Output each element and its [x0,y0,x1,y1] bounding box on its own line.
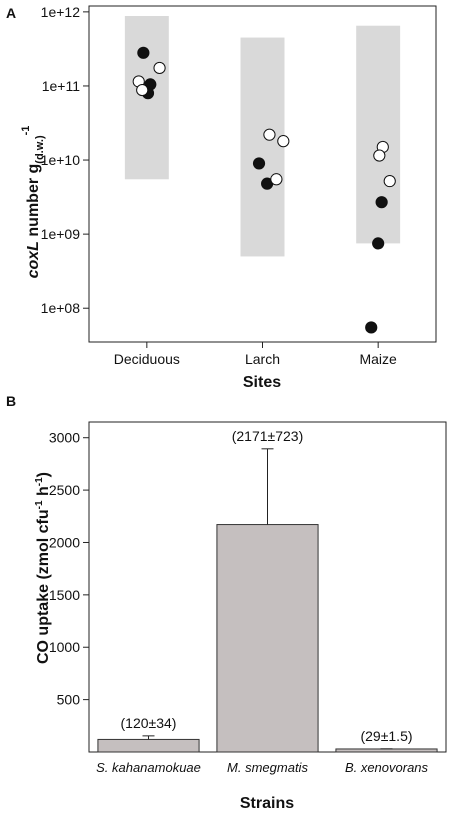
filled-point-maize-5 [375,196,388,209]
x-tick-label-s-kahanamokuae: S. kahanamokuae [96,760,201,775]
y-tick-label: 500 [57,692,81,708]
y-tick-label: 1500 [49,587,80,603]
range-box-maize [356,25,401,244]
panel-a-x-axis-label: Sites [243,374,281,391]
x-tick-label-b-xenovorans: B. xenovorans [345,760,429,775]
y-tick-label: 1e+12 [41,4,81,20]
panel-a-y-ticks: 1e+08 1e+09 1e+10 1e+11 1e+12 [41,4,89,316]
open-point-larch-4 [277,135,290,148]
panel-a-y-label-italic: cox [25,250,42,279]
panel-b-error-bars [142,448,393,750]
panel-a-y-label-italic-letter: L [25,241,42,251]
y-tick-label: 1000 [49,639,80,655]
x-tick-label-deciduous: Deciduous [114,351,180,367]
open-point-maize-8 [383,174,396,188]
x-tick-label-maize: Maize [359,351,397,367]
bar-s-kahanamokuae [97,738,200,753]
y-tick-label: 1e+09 [41,226,81,242]
panel-b-label: B [6,393,16,409]
filled-point-maize-7 [365,321,378,334]
x-tick-label-m-smegmatis: M. smegmatis [227,760,308,775]
bar-label-m-smegmatis: (2171±723) [232,428,304,444]
panel-b-x-ticks: S. kahanamokuae M. smegmatis B. xenovorans [96,760,428,775]
x-tick-label-larch: Larch [245,351,280,367]
panel-a-label: A [6,5,16,21]
panel-b-y-label-sup2: -1 [34,477,45,486]
filled-point-larch-3 [252,157,266,170]
y-tick-label: 1e+11 [42,78,80,94]
y-tick-label: 2000 [49,534,80,550]
y-tick-label: 1e+10 [41,152,81,168]
bar-b-xenovorans [335,748,438,753]
open-point-maize-7 [373,149,386,162]
panel-a-y-axis-label: coxL number g(d.w.)-1 [20,126,46,279]
bar-label-b-xenovorans: (29±1.5) [360,728,412,744]
panel-b-y-axis-label: CO uptake (zmol cfu-1 h-1) [34,472,52,664]
panel-a-x-ticks: Deciduous Larch Maize [114,342,397,367]
range-box-larch [240,37,285,257]
y-tick-label: 1e+08 [41,300,81,316]
panel-b-y-ticks: 500 1000 1500 2000 2500 3000 [49,430,89,708]
panel-a-y-label-sub: (d.w.) [34,135,46,164]
bar-m-smegmatis [216,524,319,753]
bar-label-s-kahanamokuae: (120±34) [121,715,177,731]
panel-b-y-label-sup1: -1 [34,500,45,509]
filled-point-deciduous-0 [137,46,150,59]
panel-b-bars [97,524,438,753]
panel-b-y-label-b: h [35,486,52,500]
panel-a-ranges [124,16,401,257]
open-point-deciduous-2 [153,61,166,75]
open-point-deciduous-1 [136,83,149,97]
panel-b-y-label-c: ) [35,472,52,477]
panel-b: B (120±34) (2171±723) (29±1.5) 500 1000 1500… [6,393,447,812]
y-tick-label: 2500 [49,482,80,498]
open-point-larch-5 [270,173,283,186]
panel-a: A 1e+08 1e+09 1e+10 1e+11 1e+12 Deciduous Lar… [6,4,437,391]
panel-b-x-axis-label: Strains [240,795,294,812]
y-tick-label: 3000 [49,430,80,446]
panel-a-y-label-sup: -1 [20,126,32,136]
panel-a-points [132,46,396,334]
panel-b-y-label-a: CO uptake (zmol cfu [35,509,52,664]
open-point-larch-3 [263,128,276,141]
panel-a-y-label-main: number g [25,164,42,241]
panel-b-bar-labels: (120±34) (2171±723) (29±1.5) [121,428,413,744]
filled-point-maize-6 [372,237,385,250]
